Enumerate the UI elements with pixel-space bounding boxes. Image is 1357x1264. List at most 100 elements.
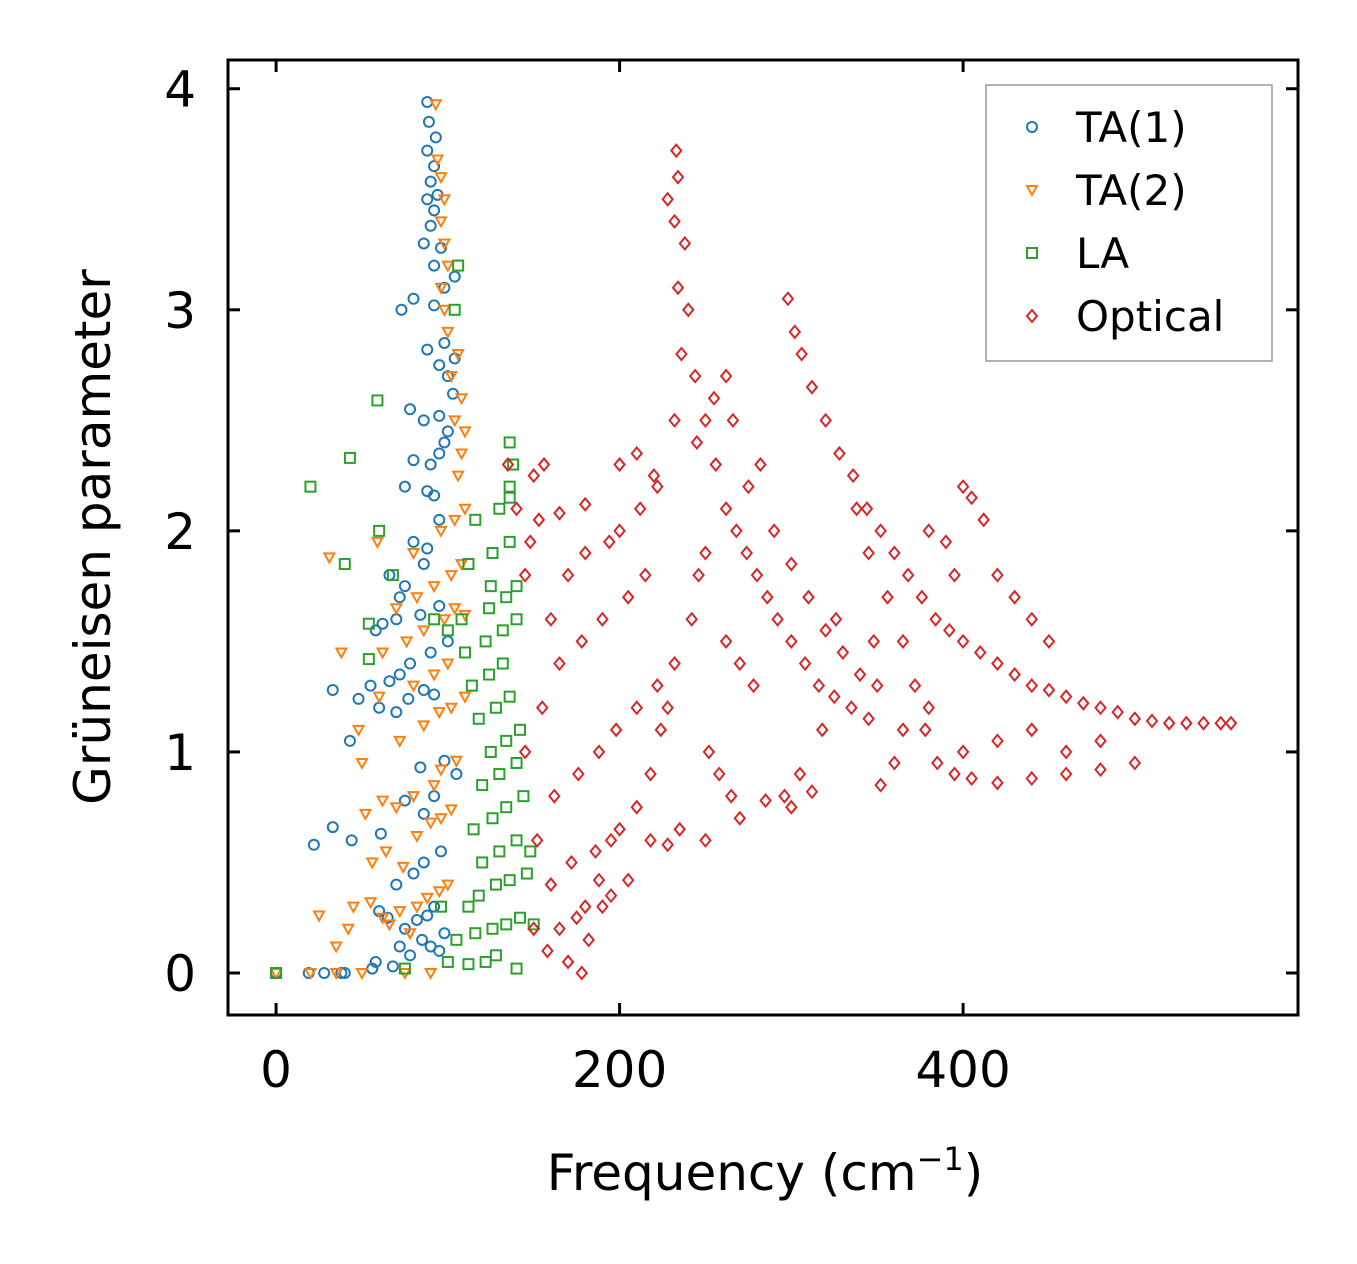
data-point — [785, 799, 798, 815]
data-point — [424, 458, 437, 471]
x-axis-label-superscript: −1 — [917, 1140, 964, 1178]
data-point — [406, 680, 421, 693]
data-point — [462, 558, 475, 571]
data-point — [644, 832, 657, 848]
data-point — [541, 943, 554, 959]
data-point — [372, 691, 386, 704]
data-point — [668, 655, 681, 672]
data-point — [404, 403, 417, 416]
data-point — [507, 458, 520, 471]
data-point — [781, 291, 795, 307]
data-point — [479, 635, 492, 648]
data-point — [476, 856, 489, 869]
data-point — [527, 918, 540, 931]
data-point — [553, 921, 566, 937]
data-point — [621, 589, 635, 605]
data-point — [1008, 589, 1021, 605]
data-point — [427, 780, 441, 793]
data-point — [434, 845, 447, 858]
data-point — [486, 546, 499, 559]
data-point — [767, 523, 781, 539]
data-point — [398, 794, 411, 807]
data-point — [888, 545, 901, 561]
data-point — [441, 955, 454, 968]
data-point — [503, 690, 516, 703]
data-point — [671, 169, 685, 185]
data-point — [1162, 715, 1176, 731]
data-point — [429, 99, 443, 112]
data-point — [459, 646, 472, 659]
data-point — [432, 707, 446, 720]
data-point — [417, 684, 430, 697]
data-point — [369, 955, 382, 968]
data-point — [433, 447, 446, 460]
data-point — [417, 720, 431, 733]
data-point — [778, 788, 791, 804]
series-optical — [501, 143, 1238, 981]
legend-label: Optical — [1076, 292, 1224, 341]
data-point — [621, 872, 635, 888]
data-point — [860, 501, 874, 517]
data-point — [329, 967, 343, 981]
data-point — [862, 545, 875, 561]
data-point — [771, 611, 784, 627]
data-point — [915, 589, 929, 605]
x-axis-label-text: Frequency (cm — [547, 1144, 917, 1202]
data-point — [754, 456, 767, 473]
data-point — [922, 700, 936, 716]
data-point — [389, 802, 404, 815]
data-point — [503, 535, 516, 548]
data-point — [389, 603, 404, 616]
data-point — [793, 766, 807, 782]
data-point — [699, 832, 712, 848]
data-point — [396, 861, 410, 874]
data-point — [428, 900, 441, 913]
data-point — [819, 412, 832, 428]
data-point — [991, 733, 1004, 749]
data-point — [527, 921, 541, 937]
data-point — [326, 684, 339, 697]
data-point — [862, 711, 875, 727]
data-point — [414, 761, 427, 774]
data-point — [444, 804, 458, 817]
data-point — [785, 556, 798, 572]
data-point — [991, 655, 1004, 672]
data-point — [527, 468, 541, 484]
data-point — [375, 647, 390, 660]
data-point — [719, 368, 733, 384]
data-point — [362, 617, 375, 630]
data-point — [815, 722, 829, 738]
data-point — [578, 545, 592, 561]
data-point — [812, 678, 826, 694]
data-point — [675, 346, 688, 362]
data-point — [908, 678, 922, 694]
data-point — [270, 966, 283, 979]
data-point — [465, 679, 478, 692]
data-point — [420, 892, 434, 905]
legend-label: TA(1) — [1075, 103, 1187, 152]
data-point — [441, 326, 455, 339]
data-point — [956, 744, 970, 760]
data-point — [417, 807, 430, 820]
data-point — [370, 536, 385, 549]
data-point — [489, 949, 502, 962]
y-tick-label: 1 — [164, 724, 196, 782]
data-point — [1180, 715, 1193, 731]
data-point — [870, 678, 884, 694]
data-point — [510, 962, 523, 975]
data-point — [434, 216, 448, 229]
y-axis-label: Grüneisen parameter — [64, 269, 122, 805]
data-point — [901, 567, 915, 583]
data-point — [417, 625, 431, 638]
data-point — [578, 496, 592, 512]
data-point — [802, 589, 815, 605]
data-point — [462, 900, 475, 913]
data-point — [518, 744, 532, 760]
data-point — [434, 813, 448, 826]
data-point — [493, 768, 506, 781]
data-point — [345, 834, 358, 847]
data-point — [733, 810, 747, 826]
data-point — [517, 790, 530, 803]
data-point — [613, 456, 626, 473]
data-point — [733, 655, 747, 672]
